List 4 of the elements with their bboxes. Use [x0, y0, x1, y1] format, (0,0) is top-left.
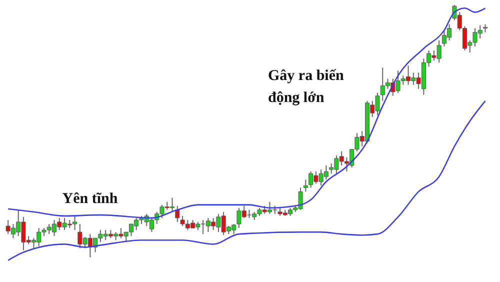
candlestick	[303, 179, 308, 192]
candlestick	[175, 205, 180, 222]
annotation: Yên tĩnh	[62, 191, 118, 207]
annotation: Gây ra biến động lớn	[268, 68, 344, 106]
